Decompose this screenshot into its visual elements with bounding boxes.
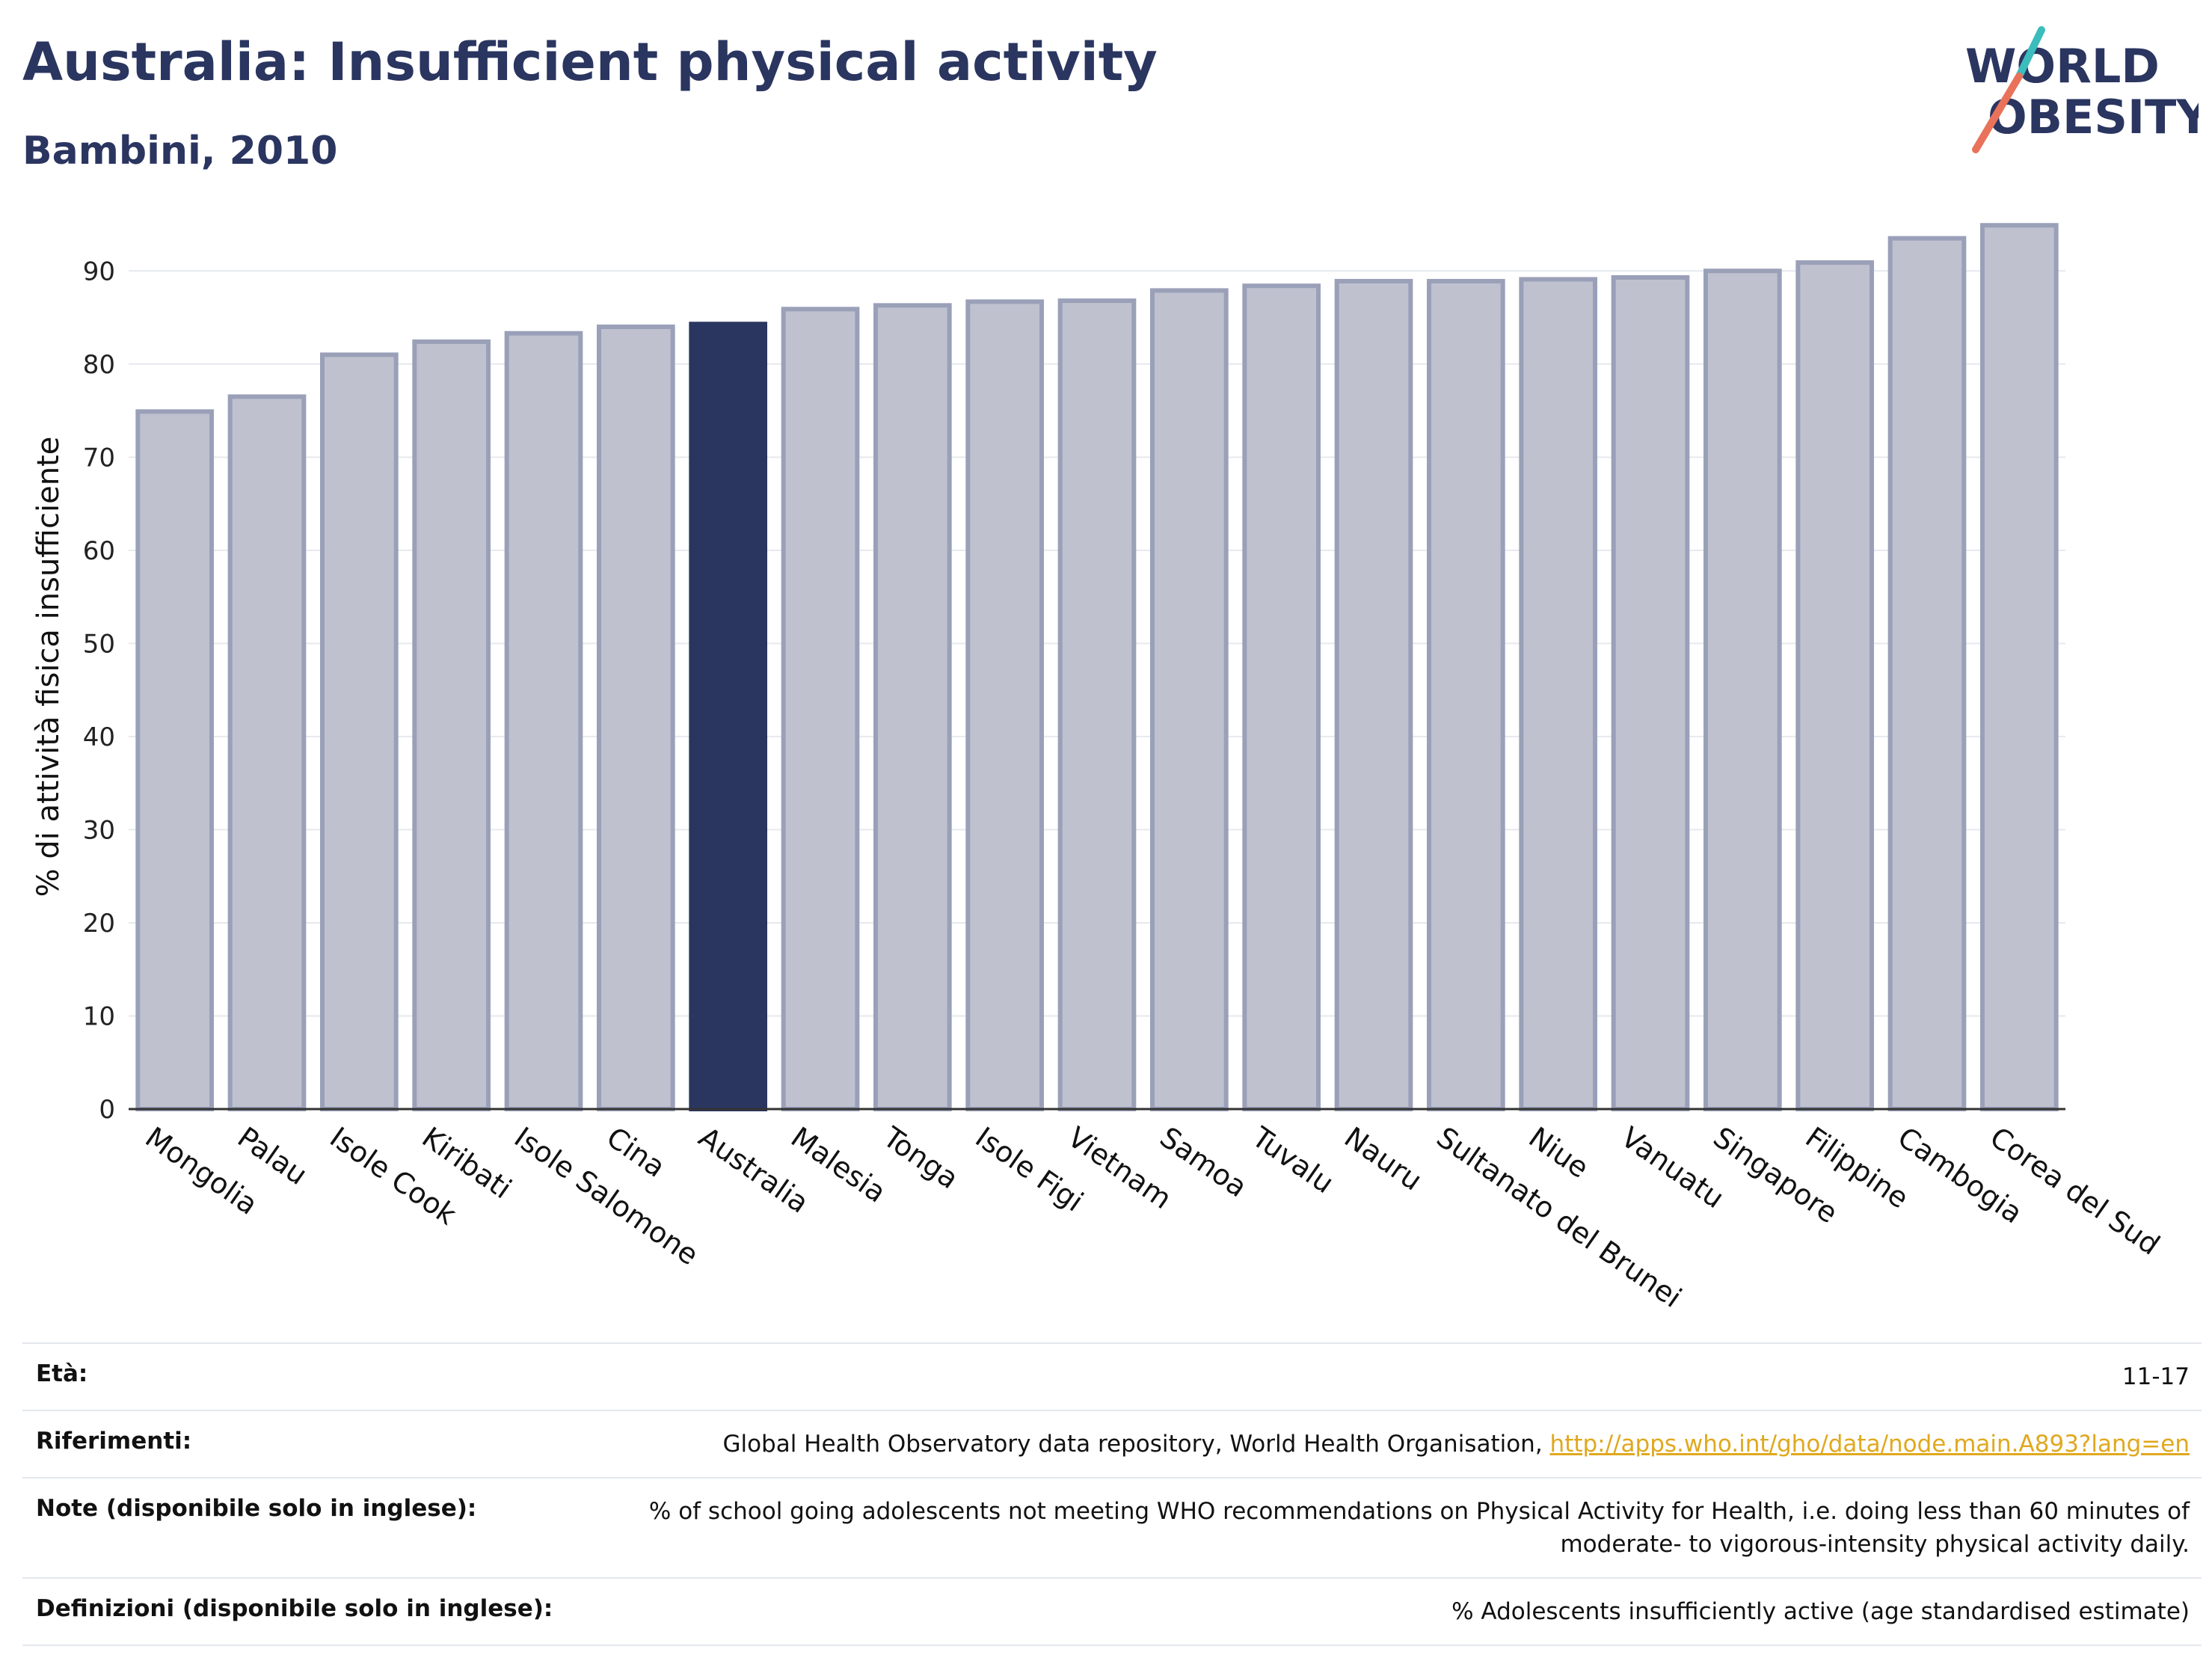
logo-line-2: OBESITY (1988, 90, 2199, 144)
y-tick-label: 20 (83, 909, 115, 939)
bar-niue (1519, 277, 1598, 1111)
bar-vanuatu (1611, 274, 1690, 1112)
meta-label: Definizioni (disponibile solo in inglese… (36, 1595, 553, 1623)
y-tick-label: 40 (83, 722, 115, 752)
bar-tuvalu (1242, 283, 1321, 1111)
x-tick-label: Tuvalu (1246, 1120, 1340, 1200)
bar-cina (597, 324, 675, 1111)
bar-corea-del-sud (1980, 223, 2059, 1112)
meta-value: % Adolescents insufficiently active (age… (1451, 1598, 2190, 1626)
bar-palau (227, 394, 307, 1111)
y-tick-label: 60 (83, 536, 115, 566)
bar-malesia (781, 307, 860, 1111)
meta-value: Global Health Observatory data repositor… (722, 1428, 2190, 1461)
meta-value: 11-17 (2122, 1363, 2190, 1390)
logo-stroke-teal (2015, 26, 2045, 80)
y-tick-label: 80 (83, 350, 115, 380)
bar-nauru (1334, 278, 1413, 1111)
y-tick-label: 90 (83, 257, 115, 286)
y-tick-label: 70 (83, 443, 115, 473)
meta-row-age: Età: 11-17 (22, 1342, 2202, 1410)
page-title: Australia: Insufficient physical activit… (22, 31, 1158, 93)
y-tick-label: 0 (99, 1095, 115, 1125)
x-tick-label: Vanuatu (1615, 1120, 1730, 1215)
bar-isole-figi (965, 299, 1045, 1112)
bar-tonga (873, 303, 952, 1111)
y-tick-label: 50 (83, 629, 115, 659)
bar-filippine (1795, 260, 1874, 1111)
bar-kiribati (412, 339, 491, 1111)
bars-layer (129, 223, 2065, 1112)
meta-row-definitions: Definizioni (disponibile solo in inglese… (22, 1577, 2202, 1647)
logo-line-1: WORLD (1965, 39, 2160, 93)
bar-mongolia (135, 409, 214, 1111)
bar-isole-cook (320, 352, 399, 1111)
reference-text: Global Health Observatory data repositor… (722, 1431, 1550, 1458)
logo-stroke-coral (1972, 73, 2023, 153)
meta-label: Riferimenti: (36, 1428, 192, 1455)
meta-label: Età: (36, 1360, 88, 1387)
page-subtitle: Bambini, 2010 (22, 129, 338, 174)
bar-singapore (1703, 268, 1782, 1111)
bar-samoa (1150, 288, 1229, 1111)
y-axis: 0 10 20 30 40 50 60 70 80 90 (83, 257, 115, 1125)
bar-australia (689, 322, 767, 1111)
reference-link[interactable]: http://apps.who.int/gho/data/node.main.A… (1549, 1431, 2190, 1458)
meta-row-references: Riferimenti: Global Health Observatory d… (22, 1410, 2202, 1477)
world-obesity-logo: WORLD OBESITY (1965, 26, 2199, 153)
y-axis-label: % di attività fisica insufficiente (31, 437, 66, 897)
meta-label: Note (disponibile solo in inglese): (36, 1495, 477, 1523)
bar-sultanato-del-brunei (1427, 278, 1505, 1111)
bar-cambogia (1887, 236, 1967, 1111)
meta-row-notes: Note (disponibile solo in inglese): % of… (22, 1477, 2202, 1577)
x-tick-label: Niue (1523, 1120, 1595, 1185)
bar-isole-salomone (504, 331, 583, 1111)
bar-vietnam (1057, 298, 1137, 1111)
x-tick-label: Cina (600, 1120, 671, 1183)
x-tick-label: Nauru (1339, 1120, 1428, 1197)
y-tick-label: 30 (83, 815, 115, 845)
meta-value: % of school going adolescents not meetin… (648, 1498, 2190, 1559)
metadata-table: Età: 11-17 Riferimenti: Global Health Ob… (22, 1342, 2202, 1647)
y-tick-label: 10 (83, 1001, 115, 1031)
